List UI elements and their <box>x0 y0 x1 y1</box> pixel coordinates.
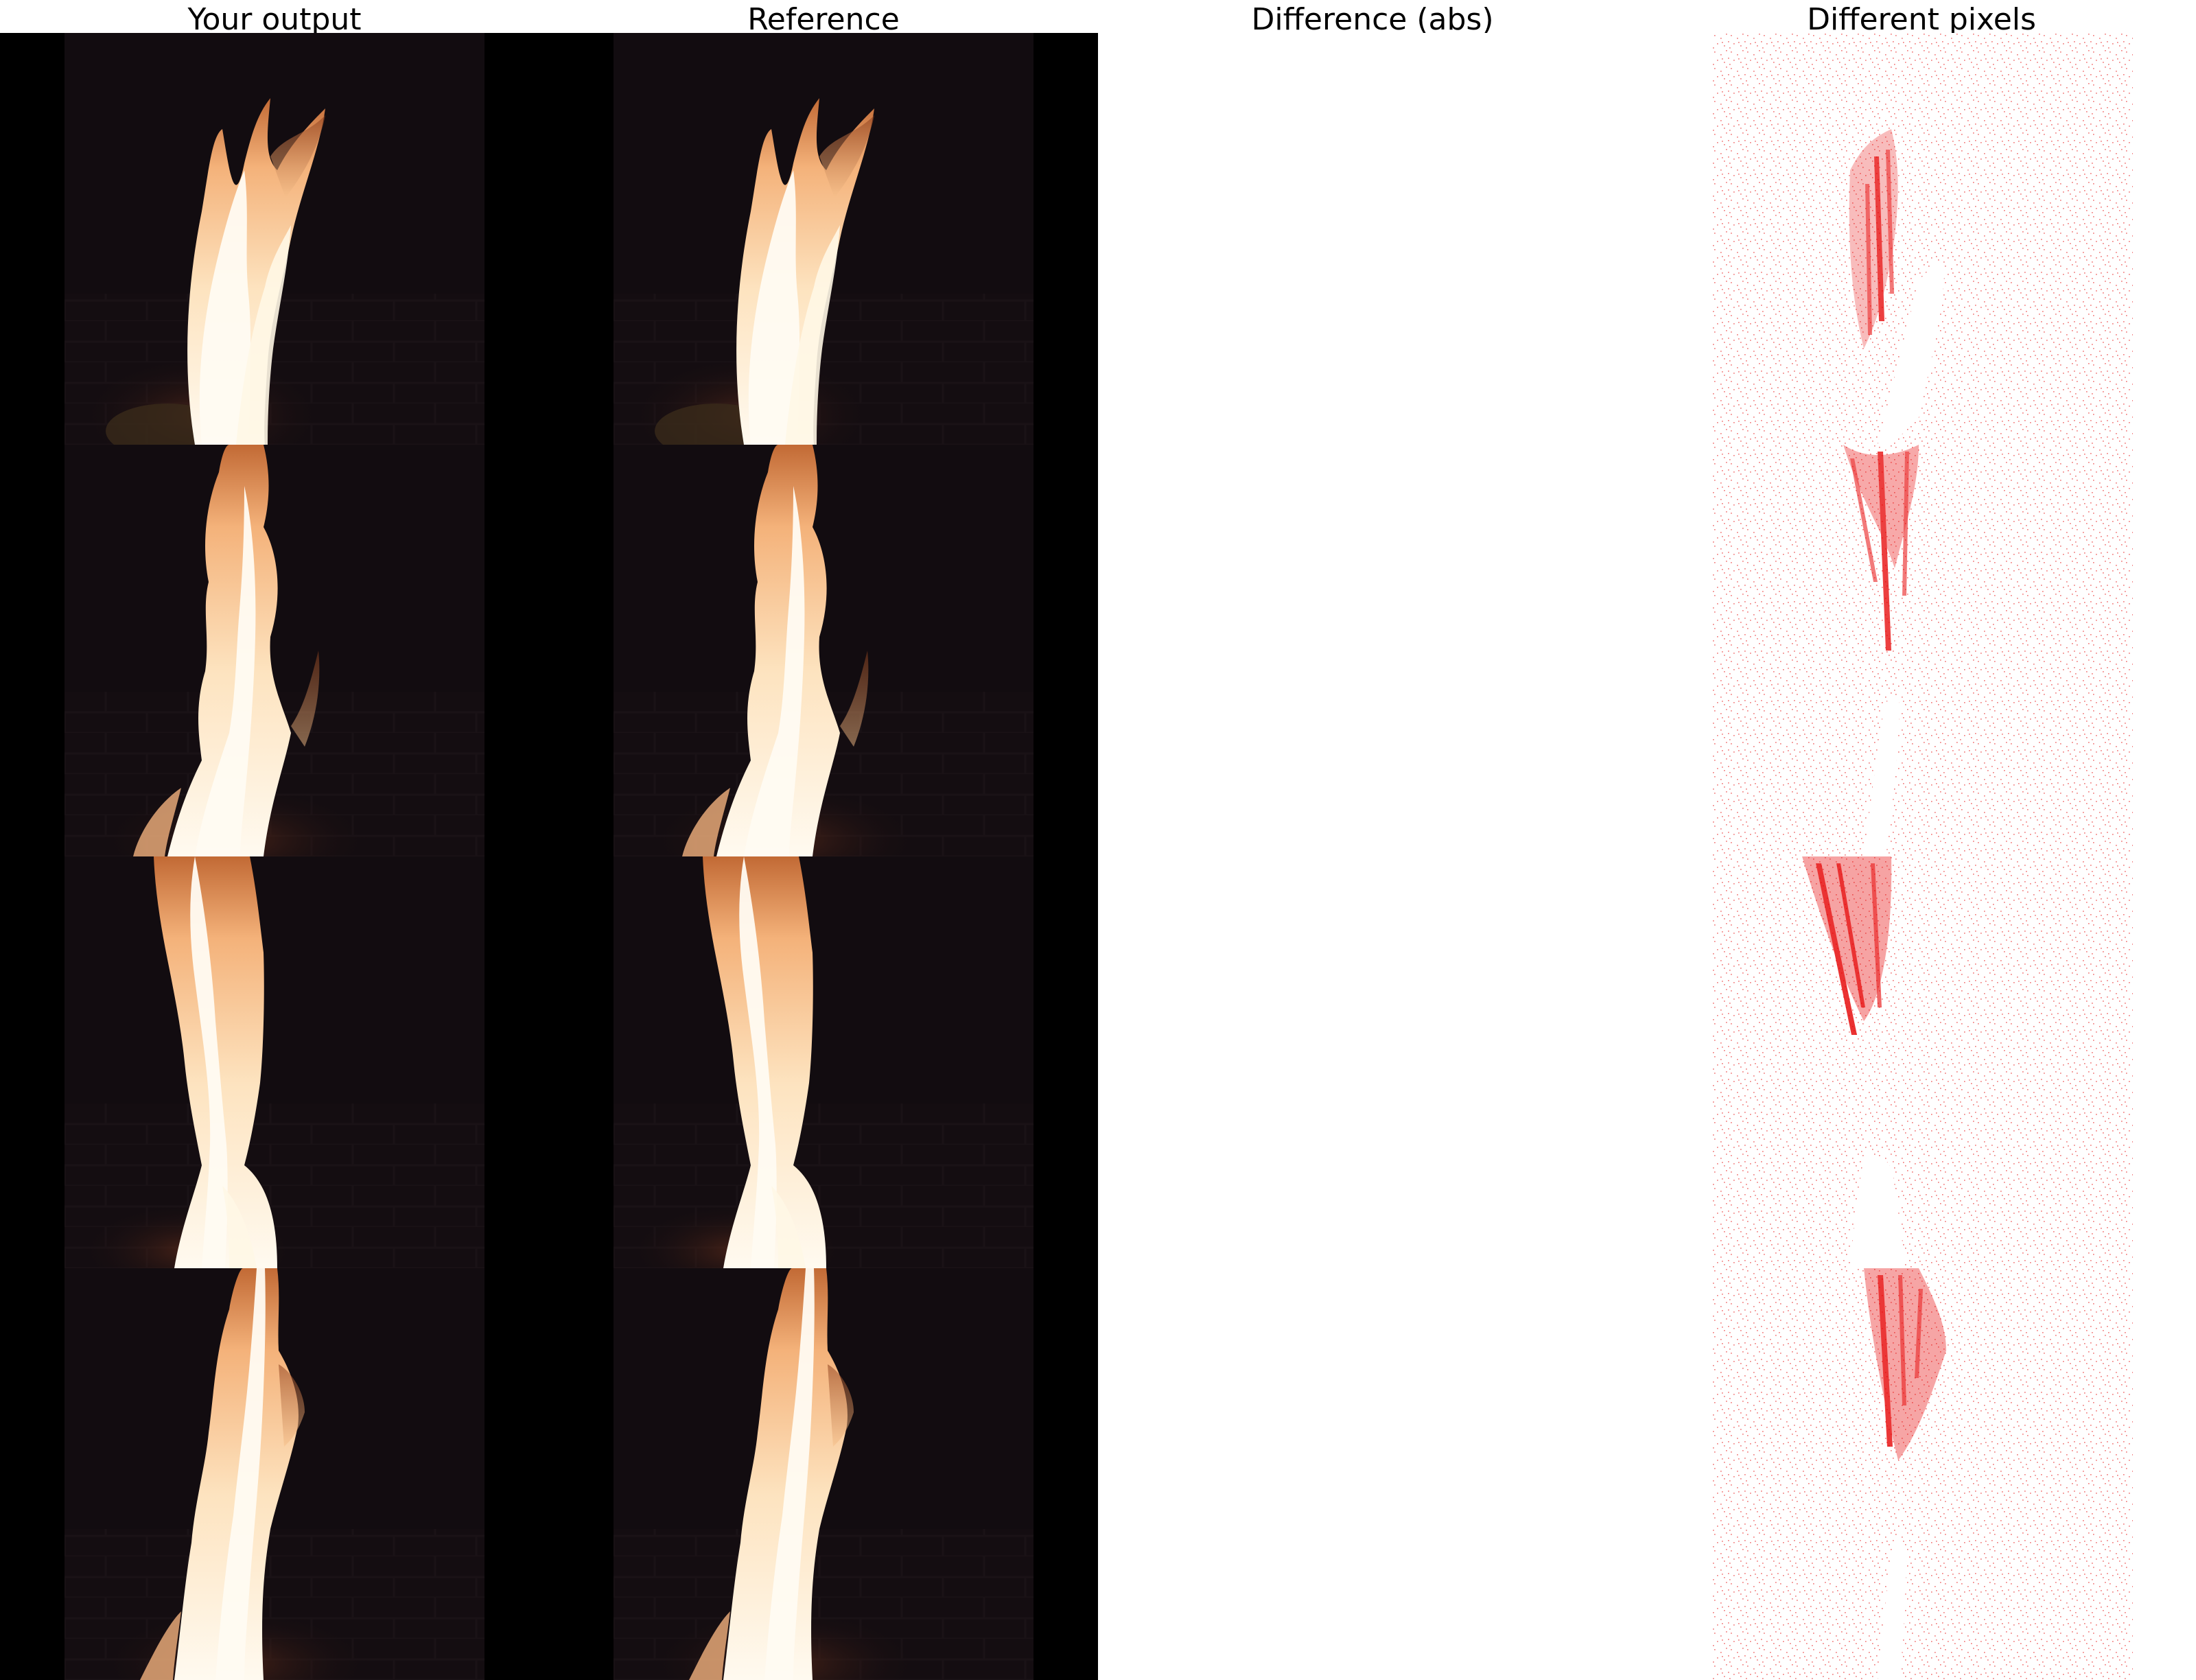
reference-frame-3 <box>614 856 1033 1268</box>
output-frame-strip <box>65 33 484 1680</box>
output-frame-1 <box>65 33 484 445</box>
output-panel <box>0 33 549 1680</box>
different-pixels-panel <box>1713 33 2133 1680</box>
reference-frame-strip <box>614 33 1033 1680</box>
different-pixels-map <box>1713 33 2133 1680</box>
reference-frame-2 <box>614 445 1033 856</box>
title-difference-abs: Difference (abs) <box>1251 2 1494 37</box>
output-frame-2 <box>65 445 484 856</box>
title-reference: Reference <box>747 2 900 37</box>
reference-frame-1 <box>614 33 1033 445</box>
reference-frame-4 <box>614 1268 1033 1680</box>
title-your-output: Your output <box>187 2 362 37</box>
reference-panel <box>549 33 1098 1680</box>
output-frame-3 <box>65 856 484 1268</box>
title-different-pixels: Different pixels <box>1807 2 2036 37</box>
output-frame-4 <box>65 1268 484 1680</box>
difference-panel <box>1098 33 1647 1680</box>
